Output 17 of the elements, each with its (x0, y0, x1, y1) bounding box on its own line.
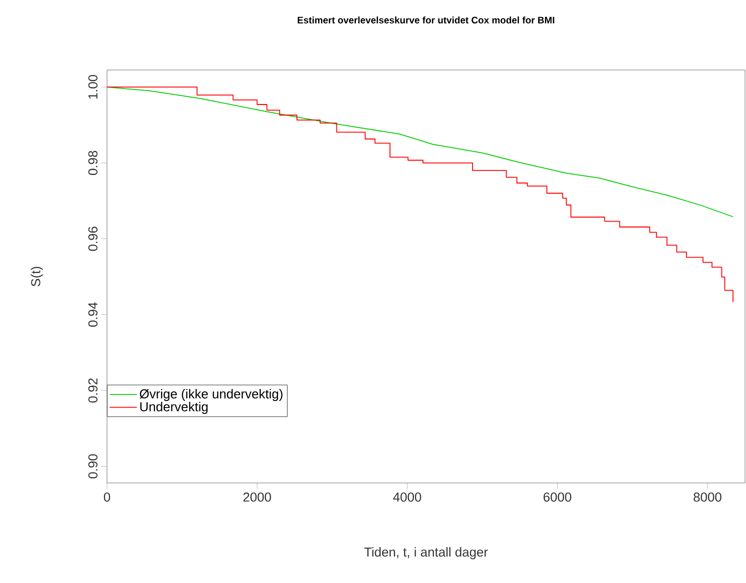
x-tick-label: 8000 (694, 492, 722, 502)
line-series (107, 86, 734, 218)
y-tick-label: 0.90 (88, 454, 98, 478)
x-tick-label: 4000 (393, 492, 422, 502)
x-tick-label: 6000 (544, 492, 572, 502)
y-tick-label: 0.98 (88, 150, 98, 176)
legend-label: Undervektig (140, 402, 208, 414)
chart-title: Estimert overlevelseskurve for utvidet Cox model for BMI (298, 16, 554, 24)
y-tick-label: 1.00 (88, 74, 98, 99)
y-axis-title: S(t) (30, 266, 43, 286)
y-tick-label: 0.94 (88, 302, 98, 327)
legend-label: Øvrige (ikke undervektig) (140, 388, 282, 402)
y-tick-label: 0.92 (88, 378, 98, 403)
y-tick-label: 0.96 (88, 226, 98, 251)
x-axis-title: Tiden, t, i antall dager (364, 547, 488, 560)
x-tick-label: 2000 (243, 492, 272, 502)
x-tick-label: 0 (104, 492, 110, 502)
